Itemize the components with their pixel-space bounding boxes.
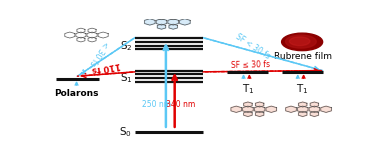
Text: S$_0$: S$_0$ — [119, 125, 132, 139]
Polygon shape — [180, 19, 190, 25]
Polygon shape — [266, 106, 277, 112]
Polygon shape — [157, 15, 166, 20]
Polygon shape — [254, 106, 265, 112]
Text: 250 nm: 250 nm — [142, 100, 171, 109]
Polygon shape — [156, 19, 167, 25]
Polygon shape — [168, 19, 178, 25]
Polygon shape — [144, 19, 155, 25]
Text: T$_1$: T$_1$ — [242, 82, 254, 96]
Text: 110 fs: 110 fs — [91, 60, 121, 74]
Text: SF < 30 fs: SF < 30 fs — [234, 32, 271, 61]
Polygon shape — [310, 102, 319, 107]
Polygon shape — [309, 106, 320, 112]
Polygon shape — [310, 111, 319, 116]
Polygon shape — [297, 106, 308, 112]
Text: SF ≤ 30 fs: SF ≤ 30 fs — [231, 60, 271, 70]
Polygon shape — [157, 24, 166, 29]
Text: < 30 fs: < 30 fs — [87, 39, 110, 67]
Polygon shape — [299, 111, 307, 116]
Polygon shape — [169, 24, 177, 29]
Text: Rubrene film: Rubrene film — [274, 52, 332, 61]
Text: 340 nm: 340 nm — [166, 100, 195, 109]
Text: S$_1$: S$_1$ — [119, 71, 132, 85]
Polygon shape — [299, 102, 307, 107]
Ellipse shape — [282, 33, 323, 51]
Polygon shape — [321, 106, 332, 112]
Polygon shape — [286, 106, 296, 112]
Polygon shape — [169, 15, 177, 20]
Polygon shape — [244, 111, 252, 116]
Polygon shape — [243, 106, 253, 112]
Polygon shape — [256, 111, 264, 116]
Polygon shape — [231, 106, 242, 112]
Polygon shape — [244, 102, 252, 107]
Text: S$_2$: S$_2$ — [120, 39, 132, 52]
Polygon shape — [256, 102, 264, 107]
Text: Polarons: Polarons — [54, 89, 99, 98]
Ellipse shape — [285, 35, 316, 48]
Text: T$_1$: T$_1$ — [296, 82, 308, 96]
Ellipse shape — [290, 37, 310, 46]
